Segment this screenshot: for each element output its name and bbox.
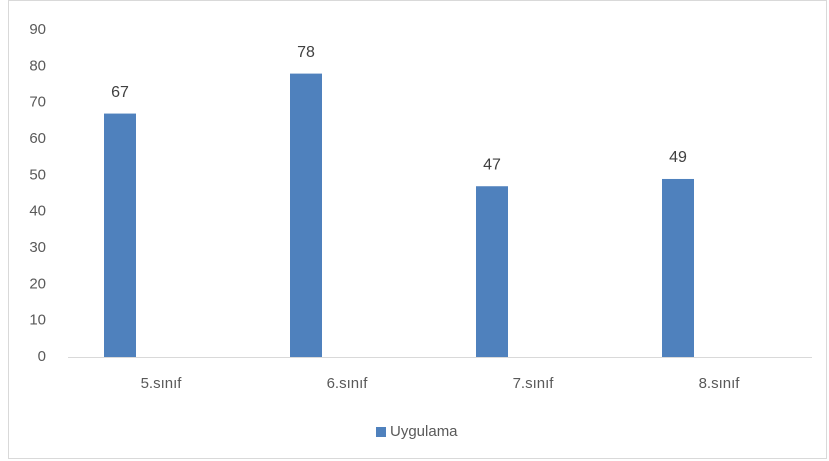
y-tick-label: 90 — [29, 21, 46, 38]
y-tick-label: 70 — [29, 94, 46, 111]
y-tick-label: 30 — [29, 239, 46, 256]
legend-label: Uygulama — [390, 423, 458, 440]
y-tick-label: 50 — [29, 166, 46, 183]
data-label: 49 — [669, 149, 687, 166]
x-tick-label: 7.sınıf — [513, 375, 555, 392]
legend-swatch — [376, 427, 386, 437]
y-tick-label: 20 — [29, 275, 46, 292]
y-tick-label: 80 — [29, 57, 46, 74]
data-label: 78 — [297, 44, 315, 61]
x-tick-label: 8.sınıf — [699, 375, 741, 392]
bar — [104, 113, 136, 357]
y-tick-label: 0 — [38, 348, 46, 365]
bar — [290, 73, 322, 357]
y-tick-label: 10 — [29, 312, 46, 329]
data-label: 47 — [483, 156, 501, 173]
y-tick-label: 40 — [29, 203, 46, 220]
data-label: 67 — [111, 84, 129, 101]
x-tick-label: 6.sınıf — [327, 375, 369, 392]
bar — [662, 178, 694, 357]
bar — [476, 186, 508, 357]
x-tick-label: 5.sınıf — [141, 375, 183, 392]
y-tick-label: 60 — [29, 130, 46, 147]
